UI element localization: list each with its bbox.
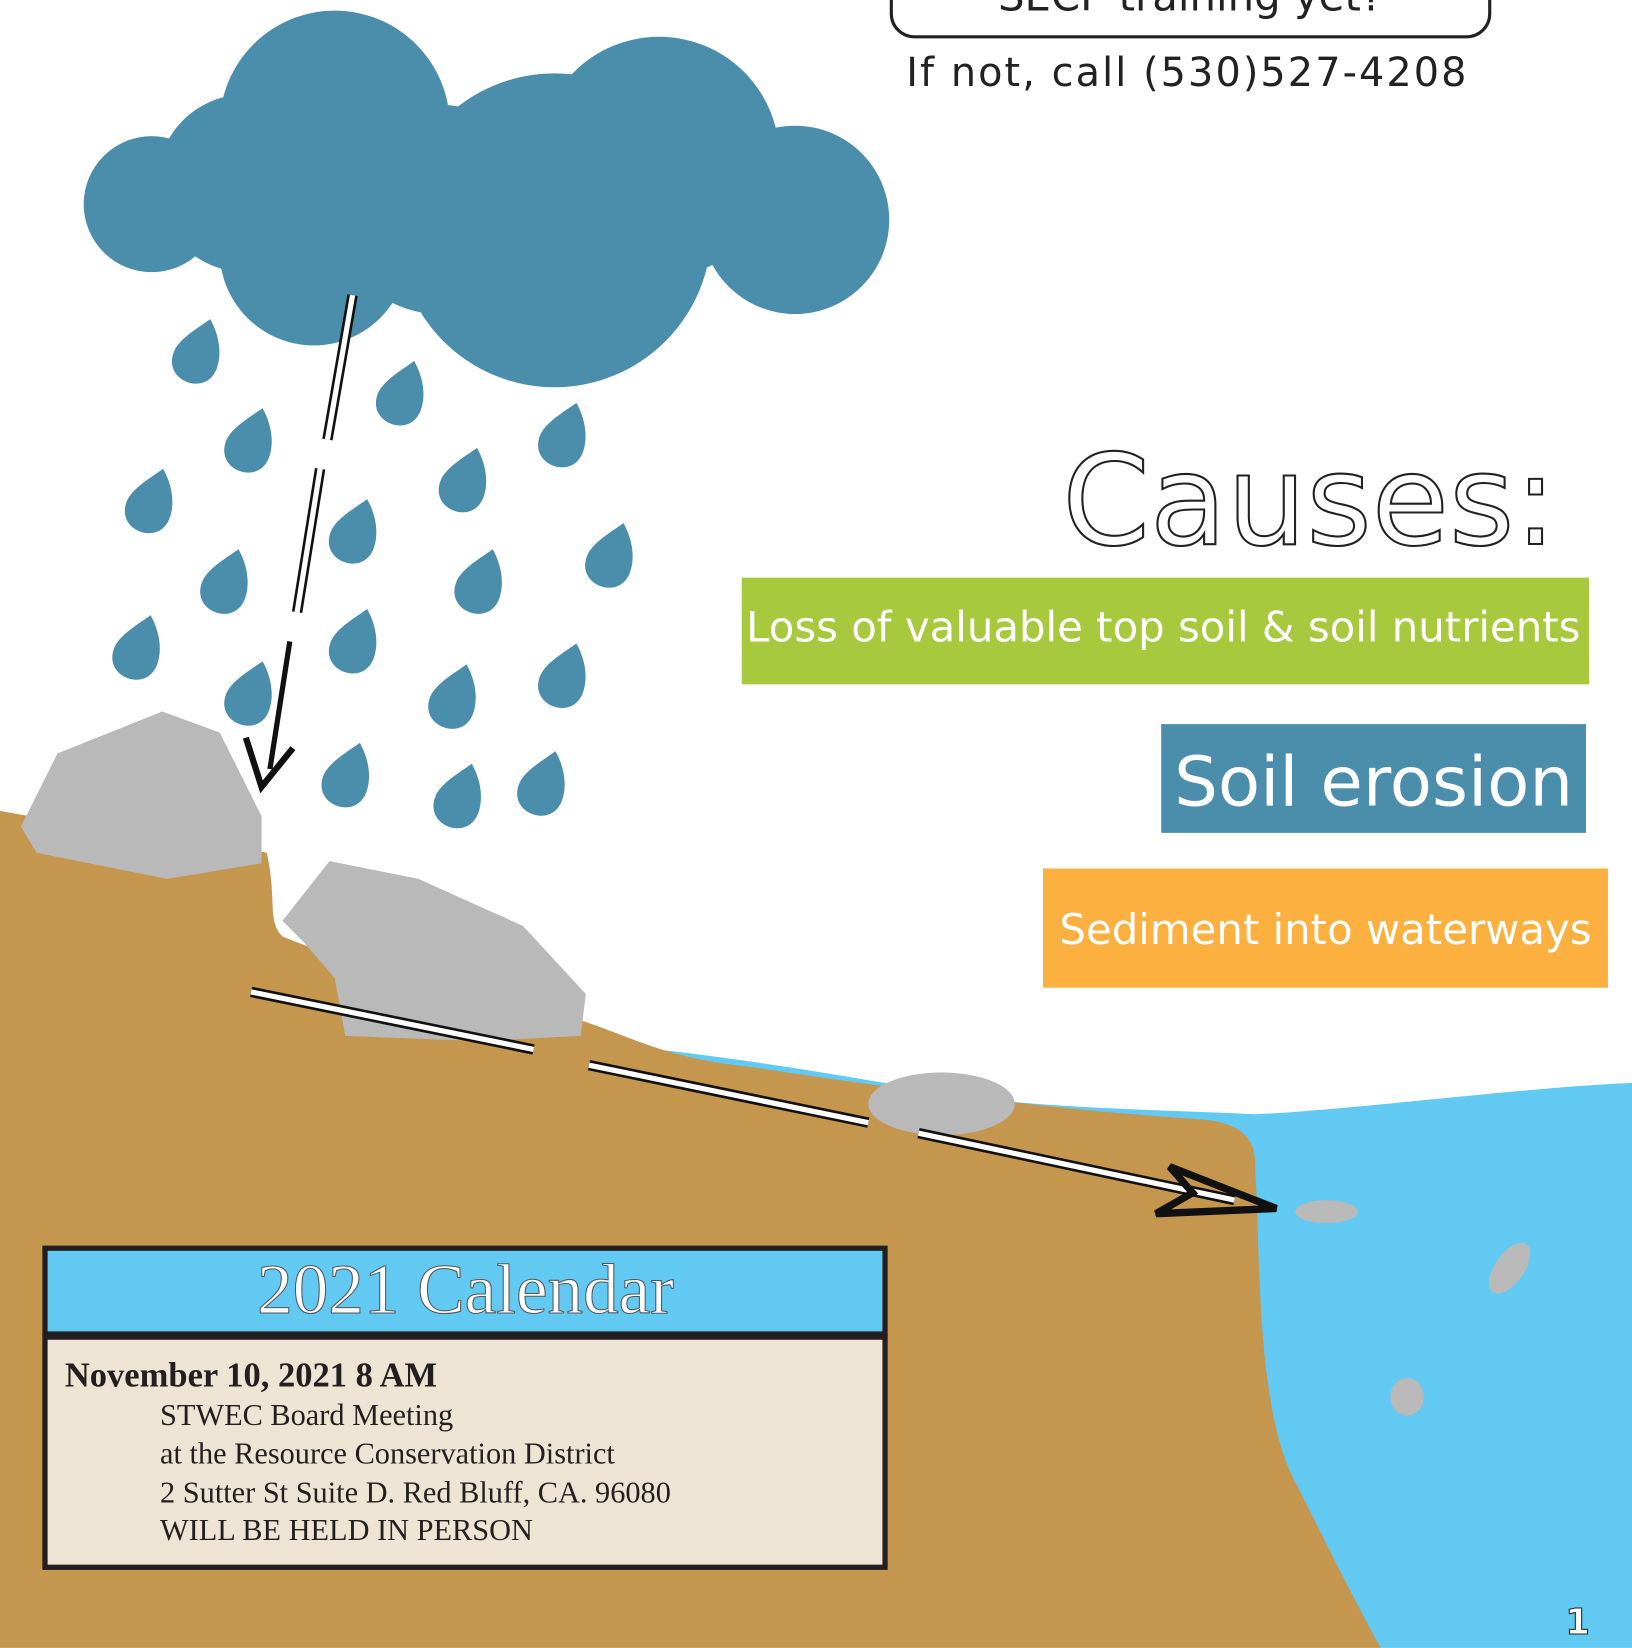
pebble xyxy=(1390,1378,1423,1416)
question: SECP training yet? xyxy=(998,0,1383,21)
causes-title: Causes: xyxy=(1062,427,1556,574)
cause-text: Loss of valuable top soil & soil nutrien… xyxy=(746,602,1580,651)
pebble xyxy=(1295,1200,1358,1223)
event-line: WILL BE HELD IN PERSON xyxy=(160,1513,533,1547)
rock xyxy=(868,1072,1014,1135)
event-line: STWEC Board Meeting xyxy=(160,1398,453,1432)
contact: If not, call (530)527-4208 xyxy=(906,50,1468,96)
event-line: 2 Sutter St Suite D. Red Bluff, CA. 9608… xyxy=(160,1475,671,1509)
cause-text: Soil erosion xyxy=(1174,743,1573,823)
calendar-title: 2021 Calendar xyxy=(257,1251,674,1329)
event-line: at the Resource Conservation District xyxy=(160,1437,615,1471)
page-number: 1 xyxy=(1565,1602,1590,1643)
event-date: November 10, 2021 8 AM xyxy=(65,1356,437,1394)
cause-text: Sediment into waterways xyxy=(1059,905,1591,954)
poster: SECP training yet? If not, call (530)527… xyxy=(0,0,1632,1648)
